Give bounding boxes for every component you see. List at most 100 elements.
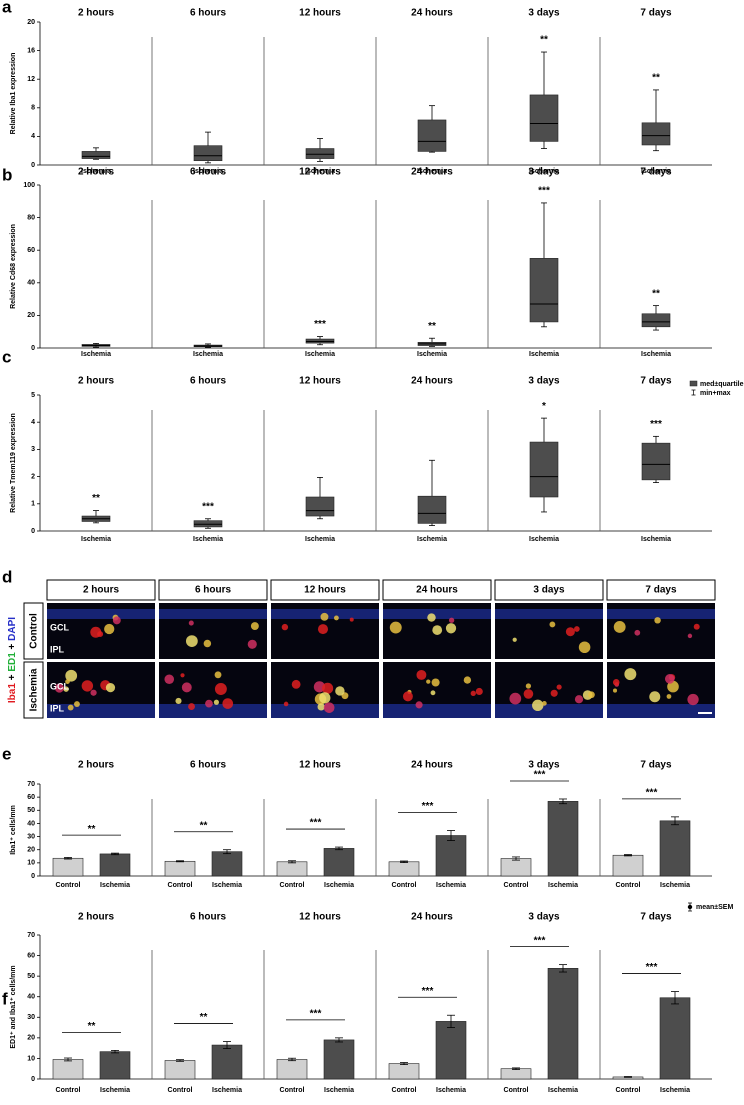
micrograph-band xyxy=(383,704,491,718)
significance: ** xyxy=(540,35,548,46)
x-tick-label: Ischemia xyxy=(81,536,111,543)
significance: *** xyxy=(314,319,326,330)
bar xyxy=(52,857,84,877)
group-header: 3 days xyxy=(528,760,560,771)
bar xyxy=(323,848,355,877)
y-tick-label: 8 xyxy=(31,105,35,112)
cell xyxy=(63,686,69,692)
x-tick-label: Control xyxy=(392,882,417,889)
box xyxy=(305,496,335,517)
x-tick-label: Control xyxy=(504,1087,529,1094)
bar xyxy=(388,1063,420,1080)
cell xyxy=(549,621,556,628)
cell xyxy=(319,692,331,704)
x-tick-label: Ischemia xyxy=(305,168,335,175)
y-tick-label: 60 xyxy=(27,247,35,254)
y-tick-label: 20 xyxy=(27,312,35,319)
cell xyxy=(565,627,575,637)
cell xyxy=(90,689,97,696)
cell xyxy=(573,626,580,632)
x-tick-label: Control xyxy=(168,882,193,889)
cell xyxy=(463,676,472,684)
significance: ** xyxy=(200,820,208,831)
bar xyxy=(211,851,243,877)
cell xyxy=(222,698,234,709)
cell xyxy=(445,623,457,634)
cell xyxy=(213,699,219,705)
x-tick-label: Control xyxy=(616,882,641,889)
significance: *** xyxy=(538,186,550,197)
bar xyxy=(164,860,196,877)
x-tick-label: Ischemia xyxy=(100,1087,130,1094)
y-axis-label: ED1⁺ and Iba1⁺ cells/mm xyxy=(10,965,17,1048)
cell xyxy=(509,692,522,705)
y-tick-label: 0 xyxy=(31,162,35,169)
group-header: 3 days xyxy=(528,167,560,178)
group-header: 6 hours xyxy=(190,167,227,178)
y-tick-label: 0 xyxy=(31,1076,35,1083)
group-header: 7 days xyxy=(640,167,672,178)
cell xyxy=(523,689,534,699)
y-tick-label: 20 xyxy=(27,19,35,26)
significance: ** xyxy=(92,493,100,504)
x-tick-label: Ischemia xyxy=(548,1087,578,1094)
x-tick-label: Ischemia xyxy=(81,168,111,175)
cell xyxy=(574,695,584,704)
x-tick-label: Ischemia xyxy=(100,882,130,889)
cell xyxy=(693,623,700,630)
group-header: 6 hours xyxy=(190,760,227,771)
cell xyxy=(687,693,699,706)
significance: *** xyxy=(650,419,662,430)
x-tick-label: Control xyxy=(280,882,305,889)
y-tick-label: 16 xyxy=(27,47,35,54)
stain-part: + xyxy=(7,672,18,683)
y-tick-label: 0 xyxy=(31,873,35,880)
y-tick-label: 0 xyxy=(31,345,35,352)
significance: ** xyxy=(88,824,96,835)
cell xyxy=(175,697,182,705)
x-tick-label: Control xyxy=(392,1087,417,1094)
cell xyxy=(588,691,595,699)
bar xyxy=(276,861,308,877)
cell xyxy=(525,683,532,689)
y-tick-label: 70 xyxy=(27,781,35,788)
cell xyxy=(323,702,335,713)
cell xyxy=(203,639,212,648)
group-header: 2 hours xyxy=(78,376,115,387)
group-header: 12 hours xyxy=(299,376,341,387)
cell xyxy=(654,617,661,624)
x-tick-label: Ischemia xyxy=(548,882,578,889)
x-tick-label: Ischemia xyxy=(436,1087,466,1094)
box xyxy=(529,94,559,142)
cell xyxy=(426,679,431,684)
group-header: 12 hours xyxy=(299,167,341,178)
cell xyxy=(542,701,547,706)
group-header: 3 days xyxy=(528,8,560,19)
cell xyxy=(281,623,289,631)
x-tick-label: Control xyxy=(616,1087,641,1094)
bar xyxy=(500,1068,532,1080)
cell xyxy=(578,641,591,654)
layer-label: GCL xyxy=(50,681,70,691)
group-header: 24 hours xyxy=(411,167,453,178)
group-header: 7 days xyxy=(640,376,672,387)
box xyxy=(305,148,335,159)
cell xyxy=(415,701,423,709)
significance: *** xyxy=(310,818,322,829)
legend-label: mean±SEM xyxy=(696,904,733,911)
y-tick-label: 100 xyxy=(23,182,35,189)
x-tick-label: Ischemia xyxy=(212,882,242,889)
panel-letter: b xyxy=(2,165,12,184)
x-tick-label: Control xyxy=(280,1087,305,1094)
box xyxy=(641,313,671,328)
x-tick-label: Ischemia xyxy=(417,536,447,543)
y-axis-label: Relative Tmem119 expression xyxy=(10,413,17,513)
cell xyxy=(612,679,620,686)
cell xyxy=(550,689,558,697)
group-header: 6 hours xyxy=(190,912,227,923)
micrograph-band xyxy=(159,704,267,718)
x-tick-label: Control xyxy=(56,882,81,889)
bar xyxy=(435,835,467,877)
group-header: 6 hours xyxy=(190,376,227,387)
cell xyxy=(470,690,476,696)
